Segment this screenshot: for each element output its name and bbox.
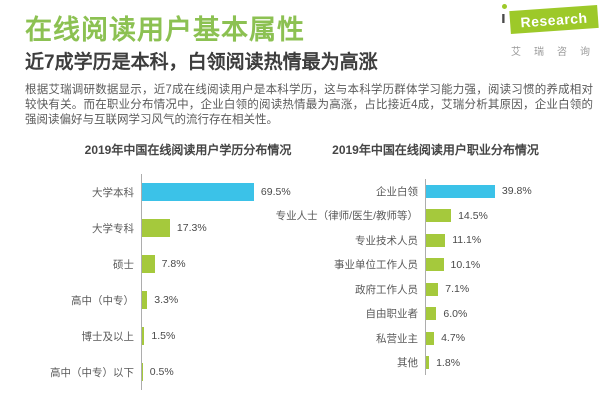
logo-caption: 艾瑞咨询 xyxy=(511,47,603,58)
value-label: 3.3% xyxy=(154,294,179,306)
chart-row: 大学本科 69.5% xyxy=(25,174,305,210)
chart-row: 其他 1.8% xyxy=(263,350,594,375)
bar-track: 4.7% xyxy=(425,326,594,351)
chart-row: 高中（中专）以下 0.5% xyxy=(25,354,305,390)
chart-row: 私营业主 4.7% xyxy=(263,326,594,351)
bar-track: 3.3% xyxy=(141,282,305,318)
bar xyxy=(426,258,444,272)
chart-row: 企业白领 39.8% xyxy=(263,179,594,204)
value-label: 7.8% xyxy=(161,258,186,270)
value-label: 1.5% xyxy=(151,330,176,342)
value-label: 6.0% xyxy=(443,307,468,320)
value-label: 1.8% xyxy=(436,356,461,369)
category-label: 事业单位工作人员 xyxy=(334,259,418,272)
bar-track: 7.8% xyxy=(141,246,305,282)
value-label: 69.5% xyxy=(260,186,291,198)
category-label: 其他 xyxy=(397,357,418,370)
value-label: 14.5% xyxy=(458,209,488,222)
chart-row: 事业单位工作人员 10.1% xyxy=(263,252,594,277)
value-label: 4.7% xyxy=(441,332,466,345)
category-label: 企业白领 xyxy=(376,185,418,198)
bar xyxy=(426,331,435,345)
summary-paragraph: 根据艾瑞调研数据显示，近7成在线阅读用户是本科学历，这与本科学历群体学习能力强，… xyxy=(25,84,593,126)
logo-mark: Research ı xyxy=(498,4,602,35)
value-label: 7.1% xyxy=(445,283,470,296)
bar-track: 6.0% xyxy=(425,301,594,326)
bar xyxy=(142,291,148,309)
category-label: 大学本科 xyxy=(92,186,134,199)
page-title: 在线阅读用户基本属性 xyxy=(25,15,305,45)
category-label: 博士及以上 xyxy=(81,330,135,343)
bar-track: 0.5% xyxy=(141,354,305,390)
chart-row: 硕士 7.8% xyxy=(25,246,305,282)
chart-row: 专业技术人员 11.1% xyxy=(263,228,594,253)
bar-track: 1.8% xyxy=(425,350,594,375)
bar-track: 1.5% xyxy=(141,318,305,354)
category-label: 专业人士（律师/医生/教师等） xyxy=(275,210,418,223)
category-label: 专业技术人员 xyxy=(355,234,418,247)
chart-row: 专业人士（律师/医生/教师等） 14.5% xyxy=(263,203,594,228)
bar xyxy=(426,282,439,296)
category-label: 高中（中专） xyxy=(71,294,134,307)
bar-track: 39.8% xyxy=(425,179,594,204)
bar-track: 69.5% xyxy=(141,174,305,210)
bar-track: 10.1% xyxy=(425,252,594,277)
page-subtitle: 近7成学历是本科，白领阅读热情最为高涨 xyxy=(25,52,378,73)
category-label: 私营业主 xyxy=(376,332,418,345)
value-label: 10.1% xyxy=(450,258,481,271)
occupation-chart: 2019年中国在线阅读用户职业分布情况 企业白领 39.8% 专业人士（律师/医生/… xyxy=(263,143,594,375)
logo-brand-text: Research xyxy=(519,9,588,30)
logo-i-dot-icon xyxy=(502,4,507,9)
logo-letter-i: ı xyxy=(501,4,507,28)
bar xyxy=(142,183,254,201)
bar xyxy=(142,255,155,273)
value-label: 17.3% xyxy=(176,222,207,234)
occupation-chart-title: 2019年中国在线阅读用户职业分布情况 xyxy=(332,143,539,157)
bar xyxy=(142,219,170,237)
bar xyxy=(142,327,145,345)
chart-row: 高中（中专） 3.3% xyxy=(25,282,305,318)
category-label: 大学专科 xyxy=(92,222,134,235)
iresearch-logo: Research ı 艾瑞咨询 xyxy=(498,4,603,58)
chart-row: 政府工作人员 7.1% xyxy=(263,277,594,302)
value-label: 11.1% xyxy=(452,234,482,247)
chart-row: 大学专科 17.3% xyxy=(25,210,305,246)
bar xyxy=(426,209,452,223)
category-label: 政府工作人员 xyxy=(355,283,418,296)
logo-green-shape: Research xyxy=(509,4,599,35)
bar xyxy=(426,356,430,370)
education-chart-title: 2019年中国在线阅读用户学历分布情况 xyxy=(84,143,292,157)
chart-row: 博士及以上 1.5% xyxy=(25,318,305,354)
occupation-chart-rows: 企业白领 39.8% 专业人士（律师/医生/教师等） 14.5% 专业技术人员 11.1%… xyxy=(263,179,594,375)
bar-track: 11.1% xyxy=(425,228,594,253)
logo-i-glyph: ı xyxy=(501,8,506,27)
education-chart: 2019年中国在线阅读用户学历分布情况 大学本科 69.5% 大学专科 17.3% 硕士… xyxy=(25,143,305,390)
bar xyxy=(426,307,437,321)
education-chart-rows: 大学本科 69.5% 大学专科 17.3% 硕士 7.8% 高中（中专） 3.3% 博士及以上 1… xyxy=(25,174,305,390)
bar xyxy=(426,184,495,198)
bar-track: 17.3% xyxy=(141,210,305,246)
category-label: 硕士 xyxy=(113,258,134,271)
bar-track: 7.1% xyxy=(425,277,594,302)
category-label: 高中（中专）以下 xyxy=(50,366,134,379)
value-label: 0.5% xyxy=(149,366,174,378)
bar xyxy=(142,363,143,381)
bar-track: 14.5% xyxy=(425,203,594,228)
category-label: 自由职业者 xyxy=(365,308,419,321)
value-label: 39.8% xyxy=(501,185,532,198)
bar xyxy=(426,233,446,247)
chart-row: 自由职业者 6.0% xyxy=(263,301,594,326)
